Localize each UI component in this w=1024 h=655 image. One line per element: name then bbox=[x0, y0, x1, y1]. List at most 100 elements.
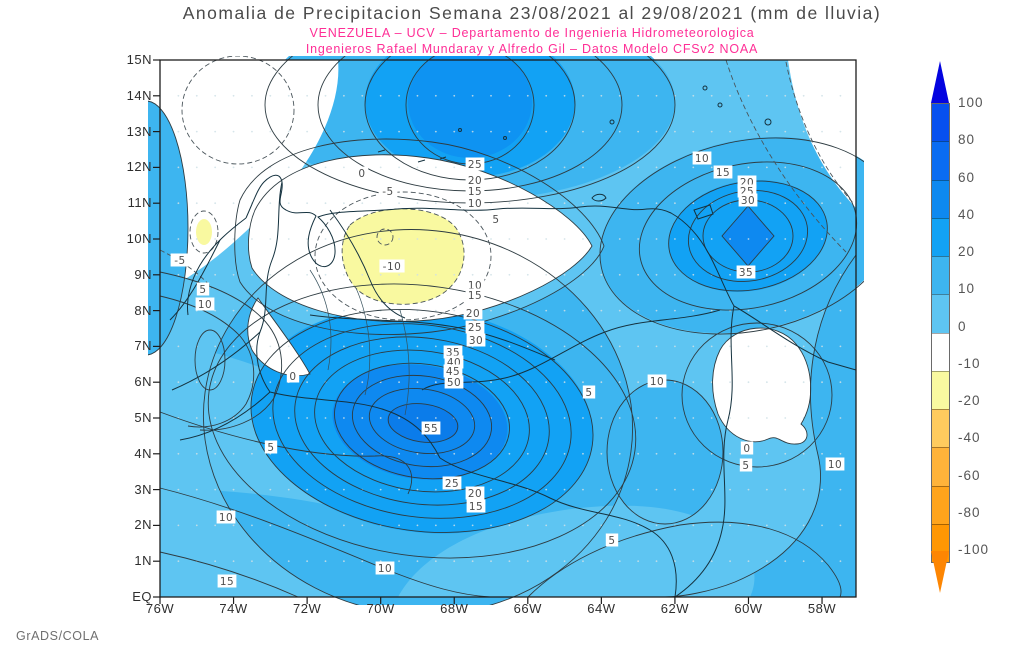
y-tick-label: 14N bbox=[126, 87, 152, 103]
colorbar-tick-label: 40 bbox=[958, 206, 976, 222]
colorbar-band bbox=[932, 217, 949, 256]
svg-text:0: 0 bbox=[358, 168, 365, 180]
svg-text:25: 25 bbox=[468, 159, 482, 171]
map-frame bbox=[159, 59, 857, 598]
colorbar-overflow-up-arrow bbox=[931, 61, 949, 103]
svg-text:-5: -5 bbox=[382, 186, 393, 198]
svg-text:5: 5 bbox=[585, 387, 592, 399]
svg-text:15: 15 bbox=[220, 576, 234, 588]
svg-text:15: 15 bbox=[468, 290, 482, 302]
contour-label: -5 bbox=[378, 184, 398, 198]
x-tick-label: 60W bbox=[734, 601, 763, 616]
svg-text:15: 15 bbox=[716, 167, 730, 179]
x-tick-label: 74W bbox=[219, 601, 248, 616]
x-tick-label: 58W bbox=[807, 601, 837, 616]
svg-text:-5: -5 bbox=[174, 255, 185, 267]
axis-ticks bbox=[153, 59, 823, 604]
colorbar-tick-label: -60 bbox=[958, 467, 981, 483]
contour-label: -10 bbox=[379, 259, 405, 273]
contour-label: 10 bbox=[375, 561, 395, 575]
contour-label: 10 bbox=[195, 297, 215, 311]
colorbar-band bbox=[932, 332, 949, 371]
contour-label: 50 bbox=[444, 375, 464, 389]
svg-text:15: 15 bbox=[469, 501, 483, 513]
y-tick-label: 7N bbox=[134, 338, 152, 354]
contour-label: -5 bbox=[170, 253, 190, 267]
contour-label: 0 bbox=[286, 369, 300, 383]
svg-text:10: 10 bbox=[828, 459, 842, 471]
colorbar-tick-label: -100 bbox=[958, 542, 990, 557]
svg-text:5: 5 bbox=[608, 535, 615, 547]
colorbar-tick-label: 100 bbox=[958, 95, 984, 110]
svg-text:55: 55 bbox=[424, 423, 438, 435]
contour-label: 15 bbox=[465, 184, 485, 198]
svg-text:35: 35 bbox=[739, 267, 753, 279]
y-tick-label: 15N bbox=[126, 52, 152, 67]
x-tick-label: 72W bbox=[292, 601, 322, 616]
svg-text:25: 25 bbox=[468, 322, 482, 334]
contour-label: 15 bbox=[466, 499, 486, 513]
svg-text:10: 10 bbox=[219, 512, 233, 524]
svg-text:10: 10 bbox=[198, 299, 212, 311]
svg-text:25: 25 bbox=[445, 478, 459, 490]
contour-label: 5 bbox=[605, 533, 619, 547]
y-tick-label: 11N bbox=[127, 195, 152, 211]
contour-label: 5 bbox=[489, 212, 503, 226]
svg-text:30: 30 bbox=[469, 335, 483, 347]
credit-label: GrADS/COLA bbox=[16, 629, 100, 643]
contour-label: 20 bbox=[465, 173, 485, 187]
x-tick-label: 76W bbox=[145, 601, 175, 616]
contour-label: 15 bbox=[465, 288, 485, 302]
contour-value-labels: 0-5-10-525201510510152025303510152025303… bbox=[170, 151, 845, 588]
colorbar-band bbox=[932, 256, 949, 295]
contour-label: 25 bbox=[465, 320, 485, 334]
contour-label: 35 bbox=[736, 265, 756, 279]
svg-text:20: 20 bbox=[466, 308, 480, 320]
svg-text:0: 0 bbox=[743, 443, 750, 455]
plot-subtitle-line2: Ingenieros Rafael Mundaray y Alfredo Gil… bbox=[305, 42, 759, 56]
contour-label: 25 bbox=[442, 476, 462, 490]
contour-label: 10 bbox=[692, 151, 712, 165]
colorbar-tick-label: 10 bbox=[958, 281, 976, 297]
y-tick-label: 13N bbox=[126, 123, 152, 139]
colorbar-tick-label: 80 bbox=[958, 132, 976, 148]
y-tick-label: 10N bbox=[126, 231, 152, 246]
svg-text:10: 10 bbox=[695, 153, 709, 165]
svg-text:5: 5 bbox=[492, 214, 499, 226]
contour-label: 10 bbox=[216, 510, 236, 524]
svg-text:15: 15 bbox=[468, 186, 482, 198]
x-tick-label: 68W bbox=[440, 601, 469, 616]
contour-label: 25 bbox=[465, 157, 485, 171]
contour-label: 10 bbox=[825, 457, 845, 471]
svg-text:10: 10 bbox=[378, 563, 392, 575]
colorbar-band bbox=[932, 485, 949, 524]
contour-label: 0 bbox=[740, 441, 754, 455]
plot-title: Anomalia de Precipitacion Semana 23/08/2… bbox=[182, 3, 882, 23]
colorbar-tick-label: 60 bbox=[958, 169, 976, 185]
colorbar-band bbox=[932, 370, 949, 409]
colorbar-tick-label: -40 bbox=[958, 430, 981, 446]
x-tick-label: 64W bbox=[587, 601, 616, 616]
x-tick-label: 66W bbox=[513, 601, 542, 616]
contour-label: 30 bbox=[738, 193, 758, 207]
svg-text:10: 10 bbox=[650, 376, 664, 388]
svg-text:10: 10 bbox=[468, 198, 482, 210]
plot-subtitle-line1: VENEZUELA – UCV – Departamento de Ingeni… bbox=[309, 26, 755, 40]
colorbar: 100 80 60 40 20 10 0 -10 -20 -40 -60 -80 -100 bbox=[925, 55, 1024, 615]
colorbar-tick-label: -10 bbox=[958, 355, 981, 371]
contour-label: 30 bbox=[466, 333, 486, 347]
svg-text:-10: -10 bbox=[383, 261, 402, 273]
svg-text:45: 45 bbox=[446, 366, 460, 378]
x-tick-label: 70W bbox=[366, 601, 395, 616]
colorbar-tick-label: -80 bbox=[958, 504, 981, 520]
contour-label: 10 bbox=[647, 374, 667, 388]
y-tick-label: 3N bbox=[134, 481, 152, 497]
y-tick-label: 2N bbox=[134, 517, 152, 533]
svg-text:0: 0 bbox=[289, 371, 296, 383]
y-tick-label: 5N bbox=[134, 410, 152, 425]
contour-label: 20 bbox=[463, 306, 483, 320]
y-tick-label: 12N bbox=[126, 159, 152, 175]
y-tick-label: 4N bbox=[134, 445, 152, 461]
y-tick-label: 1N bbox=[134, 553, 152, 569]
colorbar-band bbox=[932, 104, 949, 142]
